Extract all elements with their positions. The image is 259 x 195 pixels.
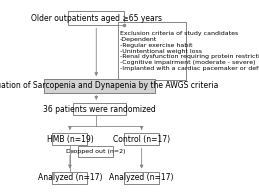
Text: Evaluation of Sarcopenia and Dynapenia by the AWGS criteria: Evaluation of Sarcopenia and Dynapenia b… xyxy=(0,81,218,90)
FancyBboxPatch shape xyxy=(124,133,159,145)
FancyBboxPatch shape xyxy=(78,146,113,157)
Text: Exclusion criteria of study candidates
-Dependent
-Regular exercise habit
-Unint: Exclusion criteria of study candidates -… xyxy=(120,31,259,71)
Text: HMB (n=19): HMB (n=19) xyxy=(47,135,93,144)
Text: 36 patients were randomized: 36 patients were randomized xyxy=(43,105,156,114)
FancyBboxPatch shape xyxy=(52,133,88,145)
FancyBboxPatch shape xyxy=(124,172,159,184)
FancyBboxPatch shape xyxy=(73,103,126,115)
Text: Control (n=17): Control (n=17) xyxy=(113,135,170,144)
Text: Older outpatients aged ≥65 years: Older outpatients aged ≥65 years xyxy=(31,14,162,23)
Text: Analyzed (n=17): Analyzed (n=17) xyxy=(38,173,102,182)
Text: Dropped out (n=2): Dropped out (n=2) xyxy=(66,149,125,154)
FancyBboxPatch shape xyxy=(52,172,88,184)
FancyBboxPatch shape xyxy=(118,22,185,80)
Text: Analyzed (n=17): Analyzed (n=17) xyxy=(109,173,174,182)
FancyBboxPatch shape xyxy=(68,11,124,25)
FancyBboxPatch shape xyxy=(44,79,155,93)
